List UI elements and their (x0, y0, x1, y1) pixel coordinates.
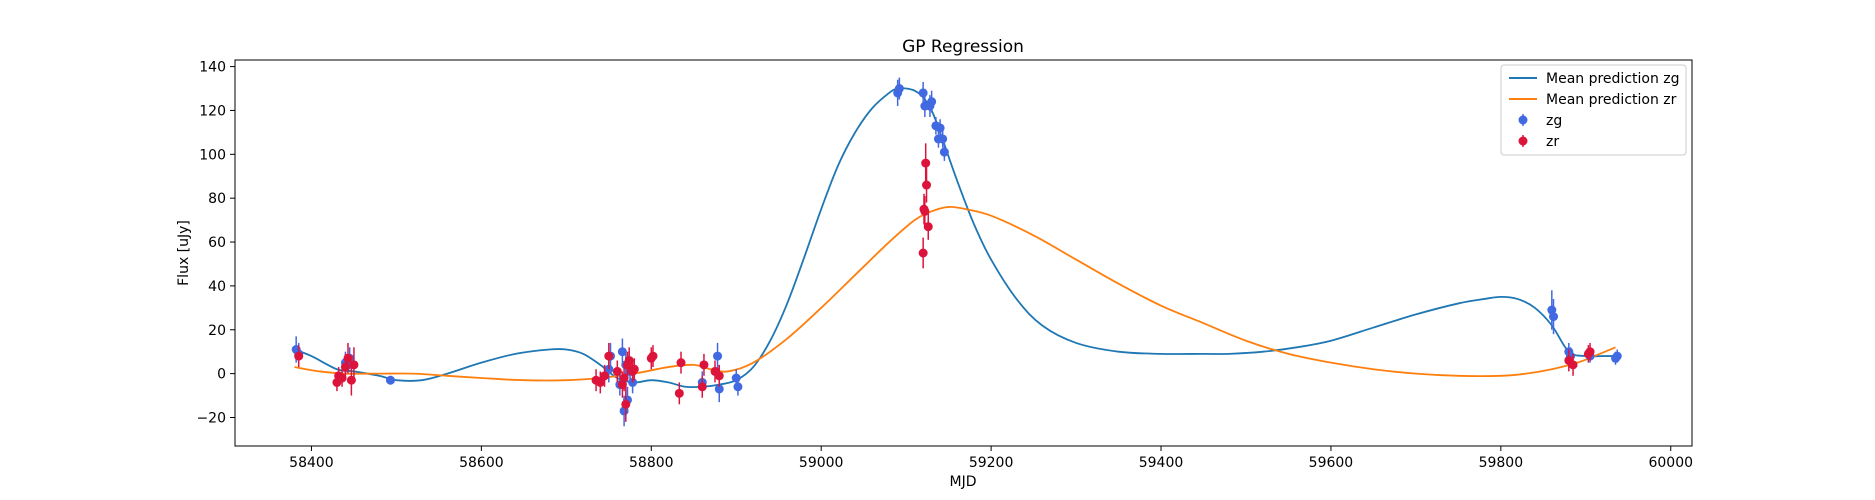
data-point-zg (1613, 352, 1622, 361)
legend: Mean prediction zg Mean prediction zr zg… (1501, 65, 1686, 155)
x-tick-label: 58400 (289, 455, 334, 471)
y-tick-label: 120 (199, 103, 226, 119)
data-point-zg (940, 148, 949, 157)
data-point-zg (919, 88, 928, 97)
x-tick-label: 58600 (459, 455, 504, 471)
legend-swatch-zg-point (1519, 116, 1528, 125)
chart-title: GP Regression (902, 37, 1024, 57)
data-point-zg (895, 84, 904, 93)
data-point-zg (938, 134, 947, 143)
data-point-zg (386, 376, 395, 385)
y-tick-label: 100 (199, 147, 226, 163)
data-point-zr (648, 352, 657, 361)
data-point-zr (1586, 347, 1595, 356)
legend-label-zr-points: zr (1546, 134, 1559, 150)
legend-label-zg-line: Mean prediction zg (1546, 71, 1680, 87)
x-tick-label: 60000 (1648, 455, 1693, 471)
y-tick-label: 80 (208, 191, 226, 207)
data-point-zr (921, 159, 930, 168)
data-point-zr (349, 360, 358, 369)
data-point-zg (733, 382, 742, 391)
x-tick-label: 59400 (1139, 455, 1184, 471)
x-axis-label: MJD (950, 474, 977, 490)
data-point-zr (919, 249, 928, 258)
data-point-zr (715, 371, 724, 380)
data-point-zr (630, 365, 639, 374)
data-point-zr (675, 389, 684, 398)
legend-swatch-zr-point (1519, 137, 1528, 146)
data-point-zr (613, 367, 622, 376)
data-point-zg (1549, 312, 1558, 321)
data-point-zr (600, 371, 609, 380)
data-point-zr (1569, 360, 1578, 369)
y-tick-label: 20 (208, 323, 226, 339)
y-tick-label: 0 (217, 367, 226, 383)
data-point-zr (922, 181, 931, 190)
data-point-zr (604, 352, 613, 361)
data-point-zg (732, 374, 741, 383)
x-tick-label: 59800 (1479, 455, 1524, 471)
data-point-zg (713, 352, 722, 361)
data-point-zr (698, 382, 707, 391)
data-point-zr (621, 400, 630, 409)
y-tick-label: −20 (196, 410, 226, 426)
x-tick-label: 58800 (629, 455, 674, 471)
legend-label-zg-points: zg (1546, 113, 1562, 129)
x-tick-label: 59000 (799, 455, 844, 471)
data-point-zr (677, 358, 686, 367)
x-tick-label: 59200 (969, 455, 1014, 471)
legend-label-zr-line: Mean prediction zr (1546, 92, 1677, 108)
y-tick-label: 60 (208, 235, 226, 251)
data-point-zr (699, 360, 708, 369)
y-axis-label: Flux [uJy] (176, 220, 192, 286)
data-point-zg (927, 97, 936, 106)
y-tick-label: 140 (199, 60, 226, 76)
y-tick-label: 40 (208, 279, 226, 295)
data-point-zr (294, 352, 303, 361)
data-point-zr (924, 222, 933, 231)
x-tick-label: 59600 (1309, 455, 1354, 471)
